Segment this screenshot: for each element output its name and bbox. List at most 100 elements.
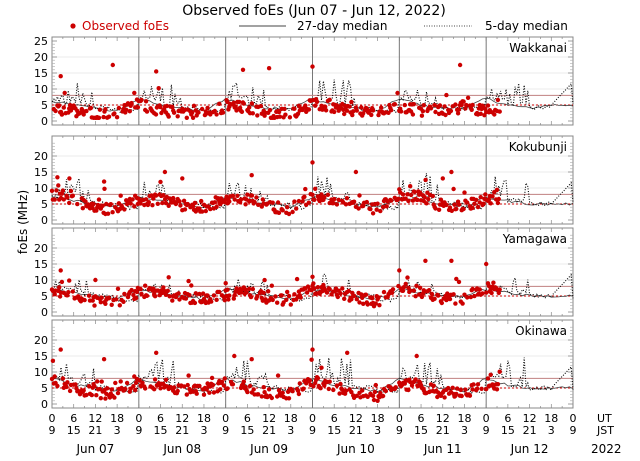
observed-point xyxy=(410,112,416,117)
observed-point xyxy=(91,201,96,207)
observed-point-peak xyxy=(101,357,107,362)
observed-point xyxy=(468,294,473,300)
observed-point xyxy=(64,384,69,390)
observed-point xyxy=(286,293,292,299)
observed-point xyxy=(322,383,327,388)
observed-point xyxy=(297,381,302,386)
observed-point xyxy=(102,186,107,191)
observed-point xyxy=(201,392,207,397)
observed-point xyxy=(146,200,151,205)
observed-point-peak xyxy=(249,357,254,362)
observed-point xyxy=(199,209,205,214)
observed-point xyxy=(101,114,106,120)
observed-point xyxy=(360,388,365,393)
observed-point xyxy=(163,377,169,382)
observed-point xyxy=(313,186,318,191)
observed-point xyxy=(287,115,293,120)
observed-point xyxy=(405,192,410,197)
observed-point xyxy=(227,199,232,204)
day-label: Jun 10 xyxy=(336,442,375,456)
observed-point xyxy=(189,283,194,288)
observed-point xyxy=(357,300,362,305)
observed-point xyxy=(166,203,171,208)
observed-point xyxy=(60,188,66,193)
observed-point xyxy=(483,192,488,197)
observed-point xyxy=(340,286,345,291)
observed-point-peak xyxy=(423,258,428,263)
observed-point xyxy=(155,201,160,206)
observed-point xyxy=(139,97,144,103)
observed-point-peak xyxy=(484,261,489,267)
jst-label: JST xyxy=(596,424,614,437)
observed-point xyxy=(406,387,411,393)
y-tick-label: 20 xyxy=(34,51,48,64)
x-tick-label-ut: 12 xyxy=(88,412,102,425)
observed-point xyxy=(303,103,308,108)
panel-okinawa: 0 5 10 15 20 Okinawa xyxy=(34,319,574,411)
observed-point xyxy=(114,115,120,120)
observed-point xyxy=(135,105,141,110)
observed-point xyxy=(462,292,467,297)
observed-point-peak xyxy=(180,176,185,181)
observed-point xyxy=(420,109,426,114)
x-tick-label-jst: 9 xyxy=(396,424,403,437)
observed-point xyxy=(446,385,451,391)
observed-point xyxy=(133,387,138,393)
observed-point xyxy=(402,102,407,108)
observed-point xyxy=(140,380,145,385)
observed-point xyxy=(112,395,117,400)
ut-label: UT xyxy=(597,412,612,425)
observed-point xyxy=(52,291,57,297)
observed-point xyxy=(413,294,418,299)
observed-point xyxy=(464,102,469,108)
observed-point xyxy=(359,105,364,110)
observed-point xyxy=(127,109,132,114)
observed-point xyxy=(247,105,252,110)
observed-point xyxy=(472,201,477,206)
x-tick-label-ut: 12 xyxy=(262,412,276,425)
observed-point xyxy=(312,286,317,291)
x-tick-label-ut: 0 xyxy=(309,412,316,425)
x-tick-label-jst: 21 xyxy=(262,424,276,437)
observed-point xyxy=(302,194,307,199)
observed-point xyxy=(390,287,396,292)
observed-point xyxy=(267,107,273,113)
observed-point xyxy=(153,193,159,198)
x-tick-label-ut: 6 xyxy=(418,412,425,425)
observed-point-peak xyxy=(266,66,272,71)
observed-point xyxy=(372,389,378,395)
observed-point xyxy=(389,108,394,113)
day-label: Jun 08 xyxy=(162,442,201,456)
observed-point xyxy=(497,287,502,292)
y-tick-label: 0 xyxy=(41,306,48,319)
observed-point xyxy=(57,294,63,299)
x-tick-label-jst: 21 xyxy=(88,424,102,437)
observed-point xyxy=(377,303,382,308)
x-tick-label-ut: 6 xyxy=(504,412,511,425)
observed-point xyxy=(110,210,115,215)
x-tick-label-jst: 21 xyxy=(436,424,450,437)
x-tick-label-jst: 15 xyxy=(240,424,254,437)
observed-point xyxy=(454,206,459,212)
observed-point xyxy=(192,300,198,306)
legend-observed-label: Observed foEs xyxy=(82,19,169,33)
observed-point xyxy=(359,292,364,297)
x-tick-label-ut: 12 xyxy=(436,412,450,425)
observed-point xyxy=(343,388,349,393)
observed-point xyxy=(286,211,292,217)
observed-point xyxy=(143,197,149,202)
observed-point xyxy=(497,369,502,374)
observed-point xyxy=(459,102,464,108)
observed-point xyxy=(261,385,266,390)
observed-point xyxy=(374,207,379,212)
x-tick-label-ut: 0 xyxy=(135,412,142,425)
x-tick-label-ut: 18 xyxy=(371,412,385,425)
observed-point xyxy=(269,395,274,401)
observed-point xyxy=(270,297,275,303)
observed-point xyxy=(88,105,94,111)
observed-point xyxy=(296,198,302,204)
x-tick-label-ut: 18 xyxy=(284,412,298,425)
observed-point xyxy=(138,201,143,206)
observed-point xyxy=(375,398,380,403)
